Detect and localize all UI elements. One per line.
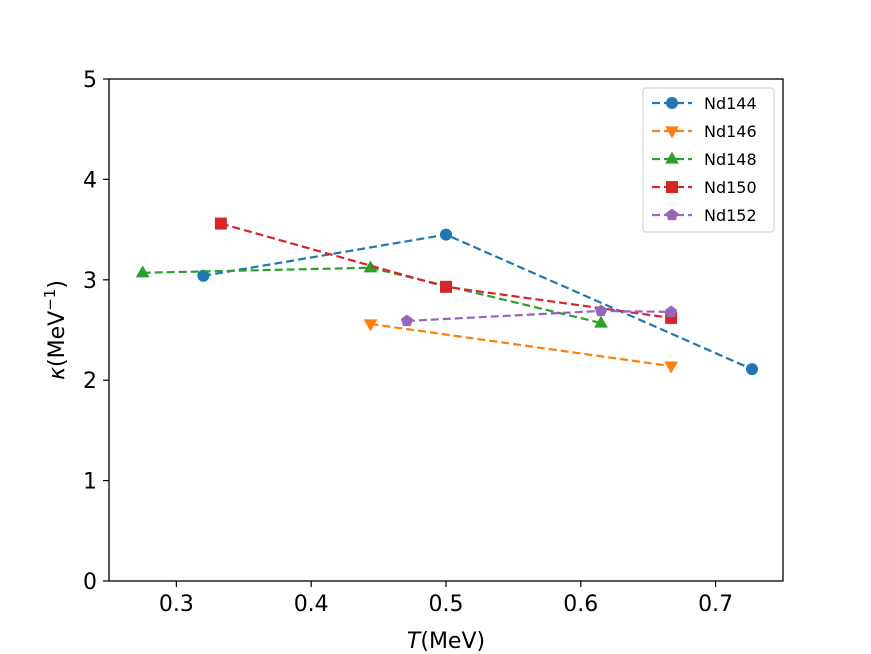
- y-axis-ticks: 0 1 2 3 4 5: [83, 68, 109, 595]
- y-tick-label: 2: [83, 369, 97, 394]
- legend: Nd144 Nd146 Nd148 Nd150 Nd152: [642, 87, 775, 233]
- y-axis-label-symbol: κ: [45, 367, 70, 380]
- legend-marker: [665, 208, 679, 221]
- data-point: [664, 361, 679, 374]
- legend-marker: [665, 126, 679, 139]
- legend-label: Nd152: [704, 206, 757, 225]
- legend-label: Nd144: [704, 94, 757, 113]
- series-layer: [135, 217, 758, 376]
- x-tick-label: 0.3: [159, 592, 194, 617]
- y-tick-label: 3: [83, 269, 97, 294]
- data-point: [665, 305, 678, 318]
- series-nd146: [363, 319, 679, 374]
- x-tick-label: 0.6: [563, 592, 598, 617]
- series-nd144: [197, 228, 758, 376]
- y-tick-label: 5: [83, 68, 97, 93]
- legend-entry: Nd146: [652, 122, 757, 141]
- series-nd148: [135, 260, 608, 328]
- x-axis-ticks: 0.3 0.4 0.5 0.6 0.7: [159, 581, 733, 617]
- x-axis-label-unit: (MeV): [420, 629, 485, 654]
- series-nd152: [400, 304, 678, 327]
- data-point: [400, 314, 413, 327]
- legend-entry: Nd144: [652, 94, 757, 113]
- data-point: [440, 228, 452, 241]
- x-tick-label: 0.4: [294, 592, 329, 617]
- y-tick-label: 0: [83, 570, 97, 595]
- series-line: [370, 322, 672, 368]
- data-point: [135, 265, 150, 278]
- legend-frame: [642, 87, 775, 233]
- legend-label: Nd146: [704, 122, 757, 141]
- legend-marker: [666, 181, 678, 193]
- legend-entry: Nd148: [652, 150, 757, 169]
- legend-entry: Nd152: [652, 206, 757, 225]
- series-line: [142, 266, 602, 325]
- legend-entry: Nd150: [652, 178, 757, 197]
- legend-label: Nd148: [704, 150, 757, 169]
- x-tick-label: 0.5: [429, 592, 464, 617]
- plot-frame: [108, 78, 784, 582]
- data-point: [440, 280, 452, 293]
- legend-marker: [666, 97, 678, 109]
- x-axis-label: T(MeV): [407, 629, 485, 654]
- y-axis-label: κ(MeV−1): [41, 280, 70, 380]
- data-point: [363, 319, 378, 332]
- legend-marker: [665, 151, 679, 164]
- data-point: [745, 363, 758, 376]
- x-tick-label: 0.7: [698, 592, 733, 617]
- y-tick-label: 1: [83, 470, 97, 495]
- x-axis-label-symbol: T: [407, 629, 422, 654]
- data-point: [594, 304, 608, 317]
- legend-label: Nd150: [704, 178, 757, 197]
- y-tick-label: 4: [83, 168, 97, 193]
- y-axis-label-unit: (MeV: [45, 311, 70, 367]
- data-point: [594, 315, 608, 328]
- data-point: [197, 269, 210, 282]
- data-point: [214, 217, 227, 230]
- y-axis-label-close: ): [45, 280, 70, 289]
- y-axis-label-exponent: −1: [41, 289, 59, 311]
